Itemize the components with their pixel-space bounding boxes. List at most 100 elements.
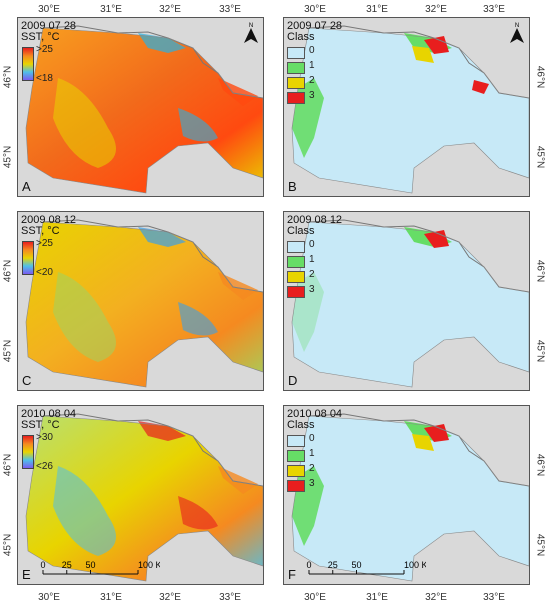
scale-label: 25 [328,560,338,570]
sst-colorbar [22,47,34,81]
scale-label: 100 Km [404,560,426,570]
sea-outline [25,27,263,194]
class-label: 0 [309,239,315,250]
map-panel-c: 2009 08 12 SST, °C >25 <20 C [17,211,264,391]
map-panel-d: 2009 08 12 Class 0 1 2 3 D [283,211,530,391]
sst-patch [218,78,258,106]
sst-patch [178,302,218,336]
map-canvas [284,406,529,584]
map-panel-a: 2009 07 28 SST, °C >25 <18 A N [17,17,264,197]
north-arrow-icon: N [244,23,258,43]
sea-outline [291,415,529,582]
sst-patch [218,466,258,494]
class-swatch [287,450,305,462]
class-swatch [287,286,305,298]
colorbar-high-label: >25 [36,44,53,55]
north-label: N [515,23,519,29]
latitude-label: 46°N [534,259,546,283]
class-swatch [287,77,305,89]
longitude-label: 31°E [100,592,122,603]
longitude-label: 33°E [219,592,241,603]
legend-title: SST, °C [21,419,60,431]
colorbar-low-label: <20 [36,267,53,278]
colorbar-low-label: <26 [36,461,53,472]
longitude-label: 30°E [304,592,326,603]
map-canvas [18,18,263,196]
map-canvas [18,406,263,584]
legend-title: Class [287,225,315,237]
class-label: 1 [309,254,315,265]
scale-bar: 0 25 50 100 Km [306,560,426,575]
latitude-label: 46°N [534,65,546,89]
panel-letter: E [22,567,31,582]
longitude-label: 30°E [304,4,326,15]
class-label: 0 [309,433,315,444]
panel-letter: D [288,373,298,388]
sea-surface [292,28,529,193]
scale-bar: 0 25 50 100 Km [40,560,160,575]
longitude-label: 33°E [483,592,505,603]
panel-letter: F [288,567,296,582]
latitude-label: 45°N [2,533,14,557]
longitude-label: 30°E [38,4,60,15]
class-zone [424,36,449,54]
legend-title: SST, °C [21,225,60,237]
longitude-label: 32°E [159,4,181,15]
latitude-label: 45°N [534,145,546,169]
legend-title: Class [287,31,315,43]
sst-patch [178,496,218,530]
colorbar-high-label: >25 [36,238,53,249]
sst-colorbar [22,435,34,469]
class-swatch [287,62,305,74]
sst-patch [138,227,186,247]
sst-patch [138,33,186,53]
map-canvas [284,212,529,390]
class-swatch [287,271,305,283]
legend-title: Class [287,419,315,431]
sst-patch [178,108,218,142]
class-swatch [287,480,305,492]
panel-letter: B [288,179,297,194]
panel-letter: C [22,373,32,388]
north-label: N [249,23,253,29]
class-swatch [287,241,305,253]
class-swatch [287,92,305,104]
longitude-label: 30°E [38,592,60,603]
scale-label: 0 [40,560,45,570]
longitude-label: 32°E [425,4,447,15]
class-zone [424,230,449,248]
class-zone [424,424,449,442]
longitude-label: 33°E [483,4,505,15]
sea-outline [25,415,263,582]
class-label: 1 [309,60,315,71]
class-label: 2 [309,75,315,86]
latitude-label: 46°N [2,259,14,283]
latitude-label: 45°N [2,339,14,363]
latitude-label: 45°N [534,533,546,557]
scale-label: 0 [306,560,311,570]
scale-label: 25 [62,560,72,570]
class-swatch [287,465,305,477]
class-label: 0 [309,45,315,56]
class-zone [412,46,434,63]
legend-title: SST, °C [21,31,60,43]
panel-date: 2009 07 28 [287,20,343,32]
sea-outline [291,27,529,194]
sst-colorbar [22,241,34,275]
scale-label: 50 [351,560,361,570]
longitude-label: 32°E [159,592,181,603]
longitude-label: 31°E [366,4,388,15]
latitude-label: 46°N [534,453,546,477]
sst-patch [53,272,116,362]
longitude-label: 32°E [425,592,447,603]
north-arrow-icon: N [510,23,524,43]
class-label: 3 [309,90,315,101]
panel-date: 2010 08 04 [287,408,343,420]
map-canvas [284,18,529,196]
latitude-label: 45°N [2,145,14,169]
class-label: 2 [309,463,315,474]
colorbar-low-label: <18 [36,73,53,84]
latitude-label: 46°N [2,453,14,477]
class-zone [412,434,434,451]
